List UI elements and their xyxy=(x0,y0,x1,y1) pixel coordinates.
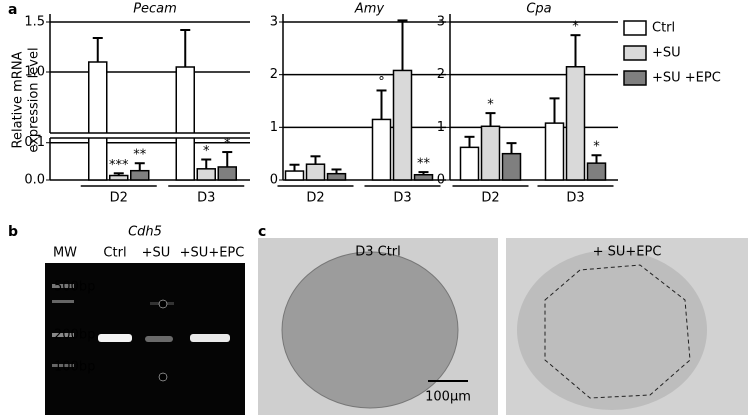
image-title: + SU+EPC xyxy=(593,245,662,260)
y-tick-label: 0.0 xyxy=(24,173,45,188)
legend-swatch xyxy=(623,45,647,61)
y-tick-label: 3 xyxy=(270,15,278,30)
dot xyxy=(158,299,168,309)
marker-label: 100bp xyxy=(54,360,95,375)
bar xyxy=(413,173,434,181)
bar xyxy=(130,169,150,181)
band xyxy=(145,336,173,342)
chart-title: Amy xyxy=(354,2,385,17)
y-tick-label: 0 xyxy=(270,173,278,188)
x-tick-label: D3 xyxy=(566,191,584,206)
marker-label: 500bp xyxy=(54,280,95,295)
lane-label: Ctrl xyxy=(103,246,126,261)
y-tick-label: 1 xyxy=(270,120,278,135)
annotation: *** xyxy=(109,158,129,173)
panel-label: b xyxy=(8,224,18,240)
panel-label: c xyxy=(258,224,266,240)
bar xyxy=(305,163,326,181)
gel-labels: MW Ctrl +SU +SU+EPC 500bp 200bp 100bp xyxy=(53,246,244,375)
bar xyxy=(88,61,108,181)
chart-title: Cpa xyxy=(526,2,551,17)
y-tick-label: 2 xyxy=(437,67,445,82)
ladder-band xyxy=(52,300,74,303)
bar xyxy=(480,125,501,181)
legend-swatch xyxy=(623,20,647,36)
lane-label: +SU+EPC xyxy=(180,246,245,261)
marker-label: 200bp xyxy=(54,328,95,343)
y-tick-label: 1.5 xyxy=(24,15,45,30)
x-tick-label: D3 xyxy=(197,191,215,206)
organoid xyxy=(281,251,459,409)
y-tick-label: 2 xyxy=(270,67,278,82)
legend-label: Ctrl xyxy=(652,21,675,36)
bar xyxy=(544,122,565,181)
band xyxy=(98,334,132,342)
y-tick-label: 3 xyxy=(437,15,445,30)
image-title: D3 Ctrl xyxy=(355,245,401,260)
bar xyxy=(501,152,522,181)
bar xyxy=(565,66,586,181)
annotation: * xyxy=(572,20,579,35)
band xyxy=(190,334,230,342)
x-tick-label: D2 xyxy=(306,191,324,206)
legend-label: +SU +EPC xyxy=(652,71,721,86)
dot xyxy=(158,372,168,382)
panel-label: a xyxy=(8,2,17,18)
ladder-band xyxy=(52,284,74,288)
bar xyxy=(284,170,305,181)
y-tick-label: 1 xyxy=(437,120,445,135)
x-tick-label: D2 xyxy=(110,191,128,206)
lane-label: MW xyxy=(53,246,77,261)
bar xyxy=(459,146,480,181)
bar xyxy=(392,69,413,181)
annotation: ** xyxy=(417,157,431,172)
y-tick-label: 0.1 xyxy=(24,135,45,150)
organoid xyxy=(517,250,707,410)
outline xyxy=(544,264,691,399)
bar xyxy=(175,66,195,181)
x-tick-label: D2 xyxy=(481,191,499,206)
scale-label: 100μm xyxy=(425,390,471,405)
ladder-band xyxy=(52,364,74,367)
bar xyxy=(371,118,392,181)
annotation: * xyxy=(203,144,210,159)
legend-label: +SU xyxy=(652,46,681,61)
axis-break xyxy=(44,133,250,138)
annotation: * xyxy=(487,98,494,113)
annotation: ° xyxy=(378,75,385,90)
y-tick-label: 1.0 xyxy=(24,65,45,80)
bar xyxy=(217,166,237,181)
lane-label: +SU xyxy=(142,246,171,261)
gel-title: Cdh5 xyxy=(128,225,162,240)
legend-swatch xyxy=(623,70,647,86)
y-title: expression level xyxy=(27,47,42,152)
chart-title: Pecam xyxy=(133,2,177,17)
bar xyxy=(196,168,216,181)
annotation: * xyxy=(593,140,600,155)
annotation: * xyxy=(224,137,231,152)
bar xyxy=(586,162,607,181)
ladder-band xyxy=(52,333,74,337)
y-title: Relative mRNA xyxy=(11,51,26,148)
y-tick-label: 0 xyxy=(437,173,445,188)
x-tick-label: D3 xyxy=(393,191,411,206)
bar xyxy=(326,172,347,181)
bar xyxy=(109,174,129,181)
annotation: ** xyxy=(133,148,147,163)
